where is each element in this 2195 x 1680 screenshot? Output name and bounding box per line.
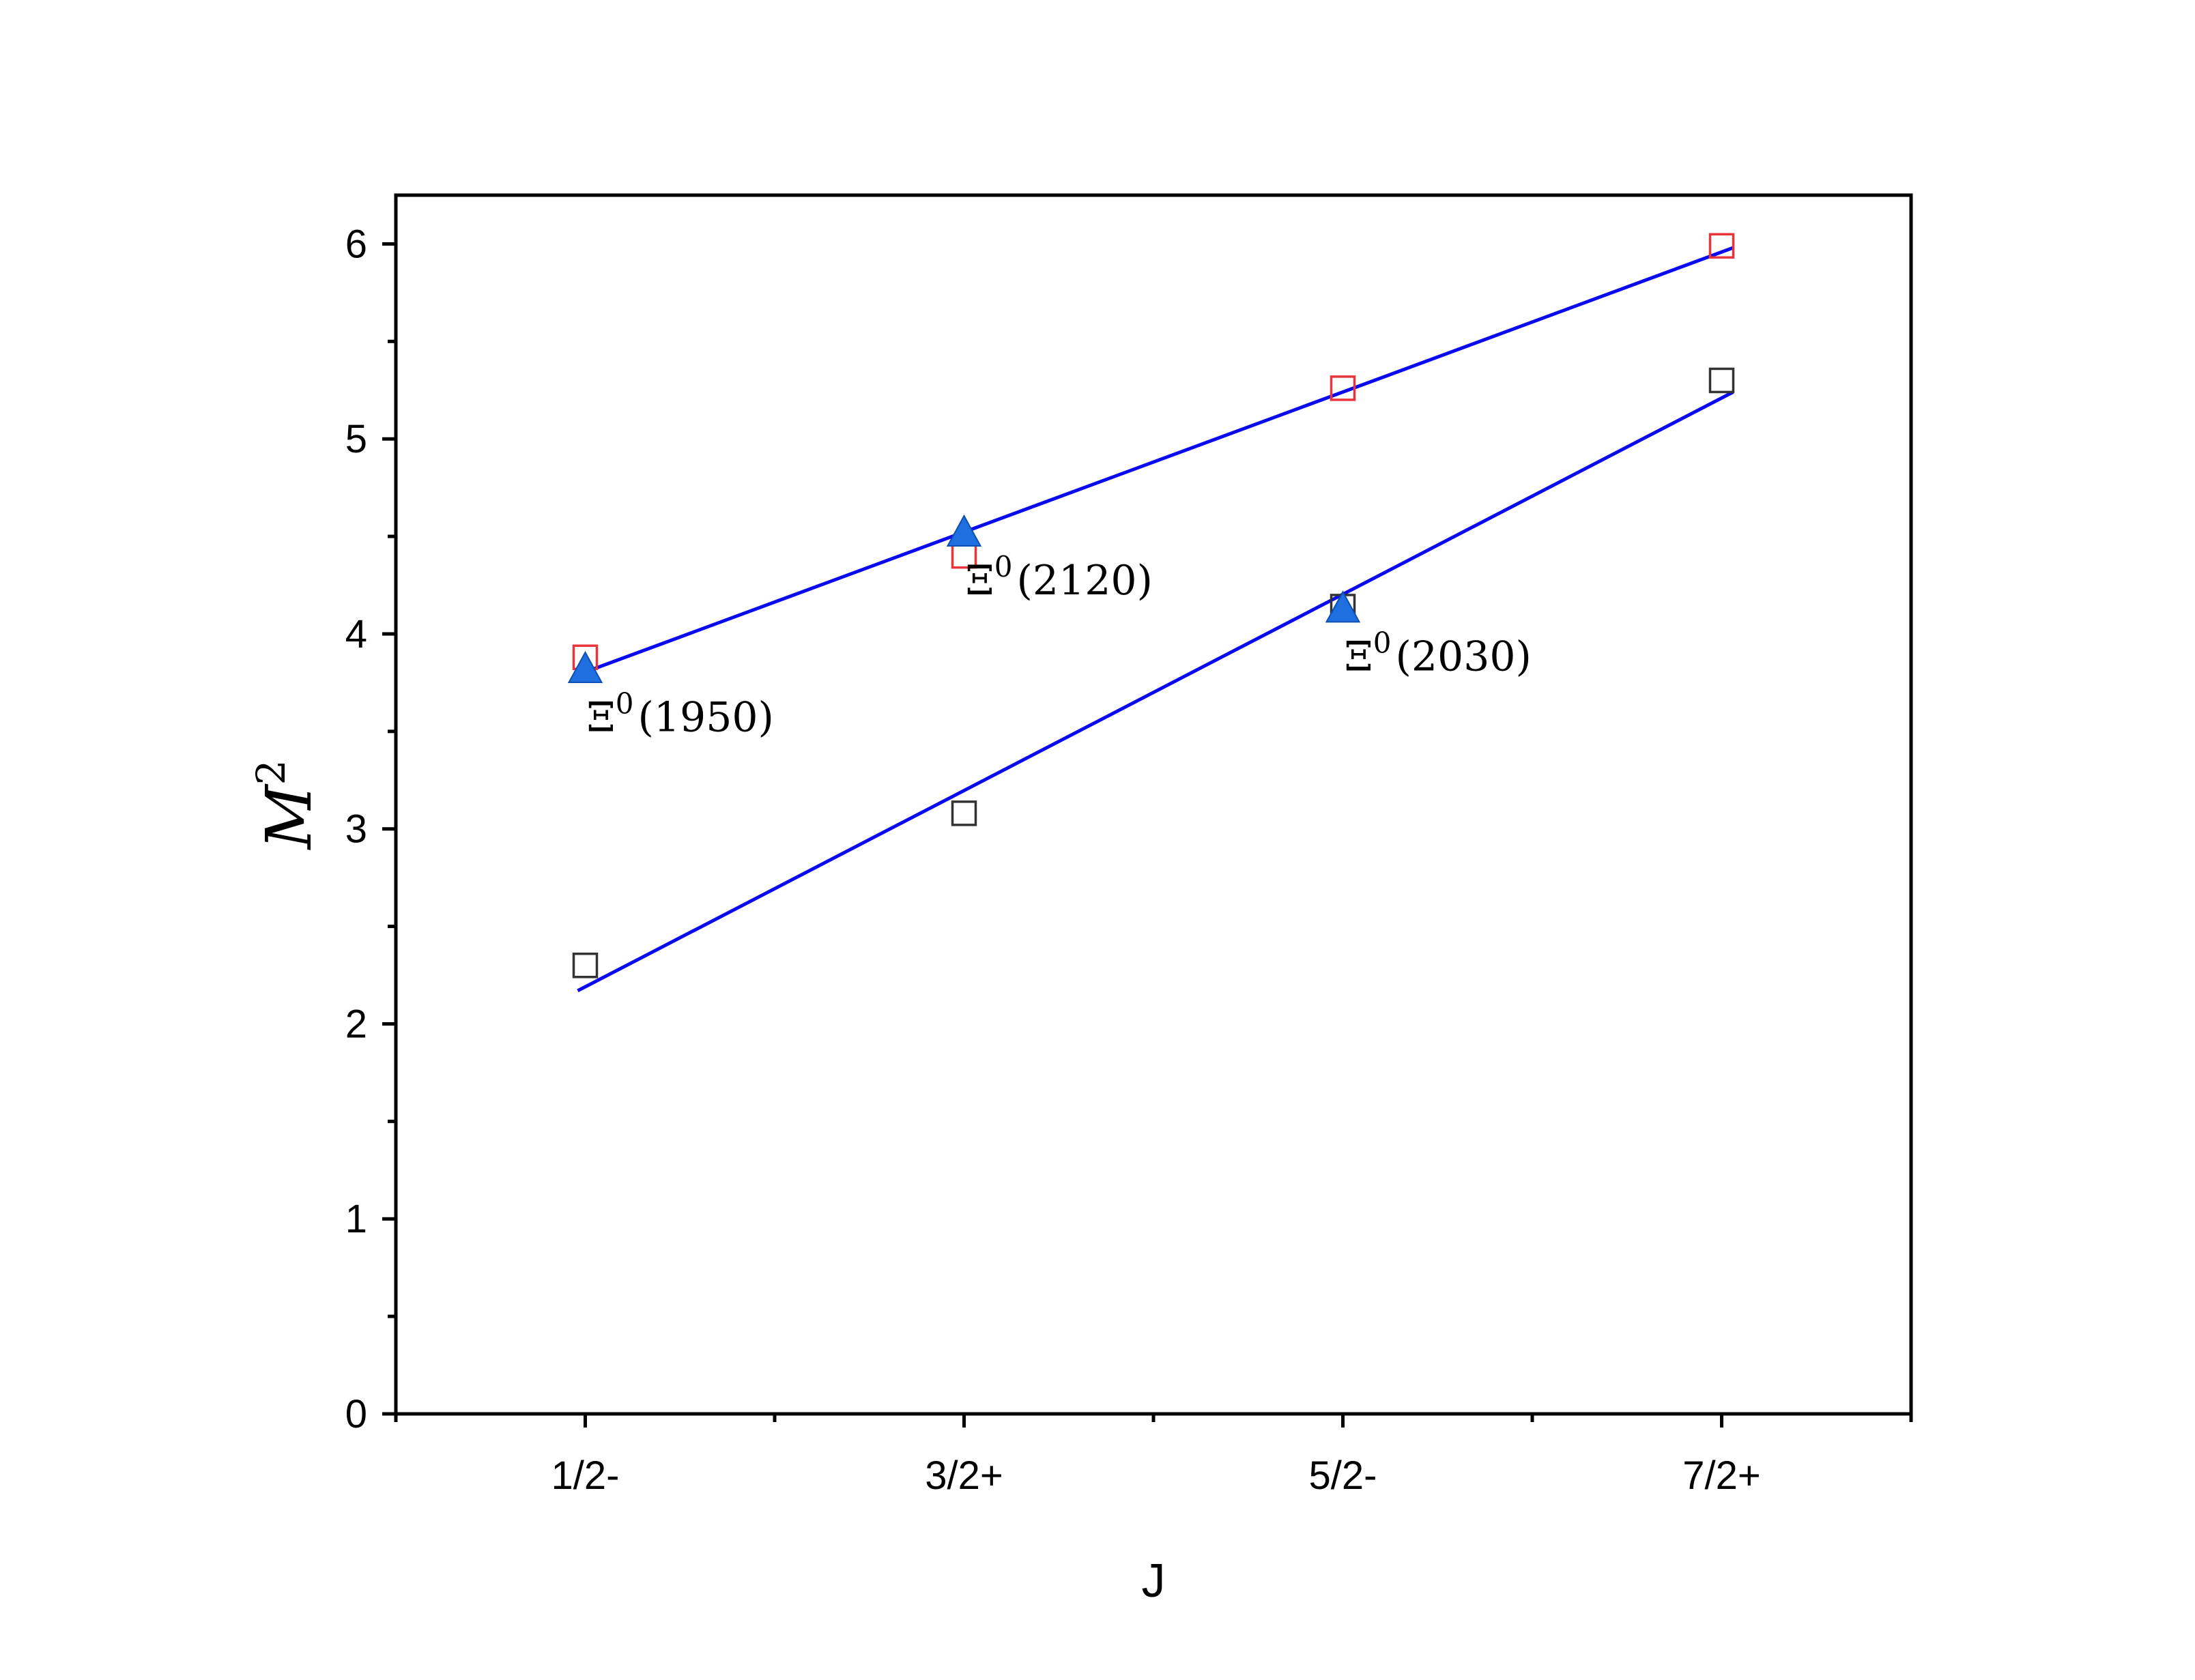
y-tick-label: 3: [345, 807, 367, 852]
square-marker: [1708, 233, 1735, 259]
y-axis-title-superscript: 2: [248, 759, 294, 785]
square-marker: [1330, 375, 1356, 401]
annotation-value: (2120): [1016, 557, 1153, 605]
x-tick-label: 1/2-: [551, 1453, 620, 1498]
fit-line: [577, 246, 1734, 677]
annotation-value: (1950): [637, 693, 774, 741]
y-tick-label: 0: [345, 1392, 367, 1436]
annotation-superscript: 0: [1373, 626, 1392, 660]
triangle-marker: [567, 650, 603, 683]
annotation-label: Ξ0 (2120): [966, 550, 1153, 605]
x-tick-label: 3/2+: [925, 1453, 1003, 1498]
triangle-marker: [1325, 590, 1361, 623]
y-tick-label: 1: [345, 1197, 367, 1241]
y-tick-label: 2: [345, 1002, 367, 1046]
square-marker: [572, 953, 599, 979]
y-tick-label: 6: [345, 222, 367, 266]
annotation-superscript: 0: [616, 686, 634, 720]
annotations: Ξ0 (1950)Ξ0 (2120)Ξ0 (2030): [587, 550, 1532, 741]
square-marker: [951, 800, 977, 826]
x-axis-title: J: [1142, 1554, 1166, 1607]
y-tick-label: 4: [345, 612, 367, 656]
plot-frame: [394, 193, 1913, 1416]
square-marker: [1708, 367, 1735, 394]
axis-ticks: 0 1 2 3 4 5 6 1/2- 3/2+ 5/2- 7/2+: [345, 222, 1913, 1498]
x-tick-label: 5/2-: [1309, 1453, 1377, 1498]
y-tick-label: 5: [345, 417, 367, 461]
annotation-label: Ξ0 (1950): [587, 686, 774, 741]
fit-line: [577, 390, 1734, 993]
triangle-marker: [946, 514, 982, 547]
y-axis-title: M2: [248, 759, 326, 850]
fit-lines: [577, 246, 1734, 993]
x-tick-label: 7/2+: [1682, 1453, 1761, 1498]
annotation-label: Ξ0 (2030): [1345, 626, 1532, 681]
y-axis-title-base: M: [253, 783, 326, 851]
data-markers: [567, 233, 1735, 979]
annotation-value: (2030): [1395, 633, 1532, 681]
annotation-base: Ξ: [966, 557, 994, 605]
annotation-superscript: 0: [994, 550, 1013, 583]
annotation-base: Ξ: [1345, 633, 1373, 681]
annotation-base: Ξ: [587, 693, 616, 741]
